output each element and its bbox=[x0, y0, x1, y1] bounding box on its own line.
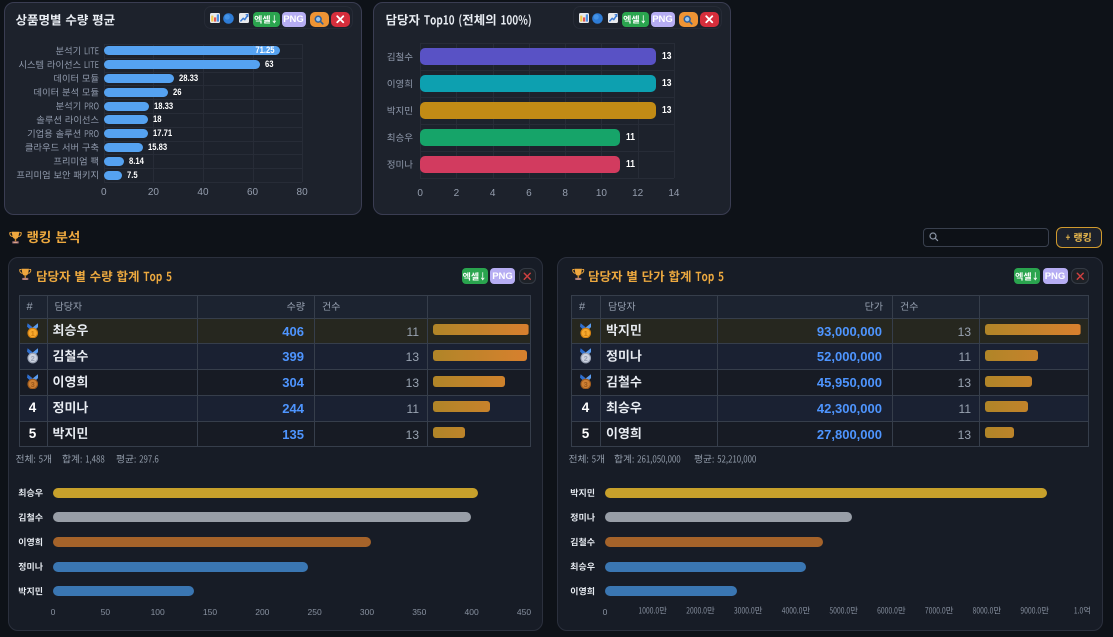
svg-text:1: 1 bbox=[30, 329, 34, 337]
svg-text:2: 2 bbox=[583, 355, 587, 363]
svg-text:3: 3 bbox=[583, 381, 587, 389]
svg-text:2: 2 bbox=[30, 355, 34, 363]
svg-text:3: 3 bbox=[30, 381, 34, 389]
svg-text:1: 1 bbox=[583, 329, 587, 337]
